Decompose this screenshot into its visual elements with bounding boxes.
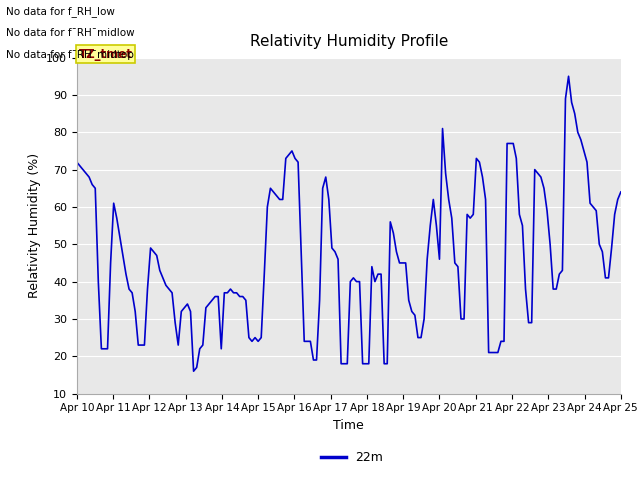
Text: TZ_tmet: TZ_tmet: [79, 48, 132, 60]
Title: Relativity Humidity Profile: Relativity Humidity Profile: [250, 35, 448, 49]
Text: No data for f¯RH¯midtop: No data for f¯RH¯midtop: [6, 49, 134, 60]
Legend: 22m: 22m: [316, 446, 388, 469]
X-axis label: Time: Time: [333, 419, 364, 432]
Text: No data for f_RH_low: No data for f_RH_low: [6, 6, 115, 17]
Text: No data for f¯RH¯midlow: No data for f¯RH¯midlow: [6, 28, 135, 38]
Y-axis label: Relativity Humidity (%): Relativity Humidity (%): [28, 153, 40, 298]
